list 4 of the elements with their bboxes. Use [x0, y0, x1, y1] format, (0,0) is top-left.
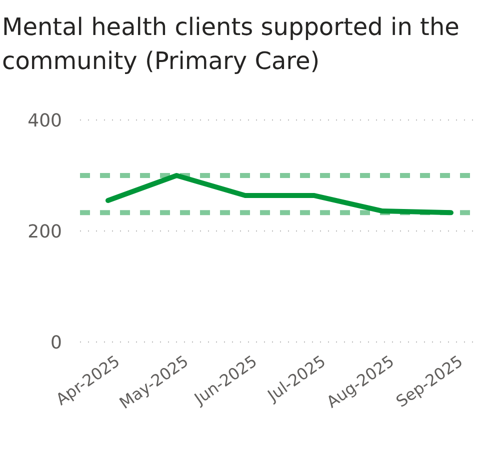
y-tick-label: 200: [28, 221, 62, 242]
y-tick-label: 0: [50, 332, 62, 354]
chart-title: Mental health clients supported in the community (Primary Care): [1, 12, 460, 77]
y-tick-label: 400: [28, 110, 62, 132]
